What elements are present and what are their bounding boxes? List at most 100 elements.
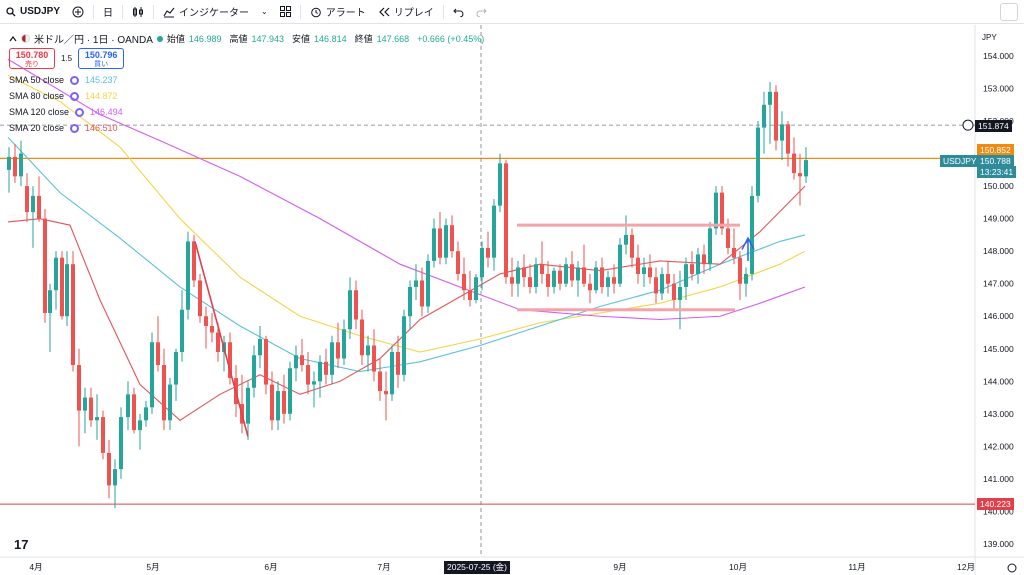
candle bbox=[240, 374, 244, 434]
rewind-icon bbox=[378, 7, 390, 16]
candle bbox=[37, 176, 41, 222]
sma-value: 146.510 bbox=[85, 123, 118, 133]
candle bbox=[600, 257, 604, 294]
sma-legend-item[interactable]: SMA 50 close 145.237 bbox=[9, 72, 488, 88]
close-label: 終値 bbox=[354, 34, 373, 44]
candle-body bbox=[690, 264, 694, 274]
candle-body bbox=[444, 225, 448, 258]
candle bbox=[119, 407, 123, 479]
eye-icon[interactable] bbox=[70, 91, 80, 101]
candle bbox=[354, 280, 358, 330]
undo-button[interactable] bbox=[447, 0, 470, 24]
candle-body bbox=[438, 228, 442, 258]
sma-legend-item[interactable]: SMA 80 close 144.872 bbox=[9, 88, 488, 104]
candle bbox=[107, 439, 111, 499]
candle-body bbox=[528, 277, 532, 287]
candle-body bbox=[336, 342, 340, 359]
candle bbox=[396, 335, 400, 388]
candle bbox=[690, 251, 694, 281]
symbol-search[interactable]: USDJPY bbox=[0, 0, 66, 24]
candle-body bbox=[408, 286, 412, 317]
add-symbol-button[interactable] bbox=[66, 0, 90, 24]
candle bbox=[216, 322, 220, 362]
candle bbox=[534, 257, 538, 294]
candle bbox=[606, 270, 610, 297]
indicators-button[interactable]: インジケーター ⌄ bbox=[157, 0, 274, 24]
interval-button[interactable]: 日 bbox=[97, 0, 119, 24]
toolbar-divider bbox=[153, 4, 155, 19]
candle-body bbox=[264, 339, 268, 385]
sma-legend-list: SMA 50 close 145.237 SMA 80 close 144.87… bbox=[9, 72, 488, 136]
candle bbox=[402, 309, 406, 382]
candle bbox=[558, 264, 562, 291]
buy-button[interactable]: 150.796 買い bbox=[78, 48, 125, 69]
candle bbox=[252, 345, 256, 398]
candle-body bbox=[792, 153, 796, 174]
candle-body bbox=[420, 280, 424, 307]
candle-body bbox=[636, 257, 640, 274]
candle bbox=[174, 348, 178, 401]
replay-button[interactable]: リプレイ bbox=[372, 0, 440, 24]
candle-body bbox=[113, 469, 117, 486]
red-line-tag: 140.223 bbox=[977, 498, 1014, 510]
candle bbox=[414, 264, 418, 300]
price-tick-label: 145.000 bbox=[983, 344, 1014, 354]
sell-button[interactable]: 150.780 売り bbox=[9, 48, 55, 69]
top-toolbar: USDJPY 日 インジケーター ⌄ アラート リプレイ bbox=[0, 0, 1024, 24]
eye-icon[interactable] bbox=[70, 75, 80, 85]
candle-body bbox=[13, 156, 17, 177]
candle-body bbox=[576, 267, 580, 281]
candle bbox=[480, 241, 484, 291]
time-tick-label: 12月 bbox=[957, 562, 975, 572]
candle bbox=[804, 147, 808, 183]
price-tick-label: 153.000 bbox=[983, 84, 1014, 94]
sma-name: SMA 120 close bbox=[9, 107, 70, 117]
candle-body bbox=[642, 267, 646, 274]
candle bbox=[210, 312, 214, 343]
sma-legend-item[interactable]: SMA 20 close 146.510 bbox=[9, 120, 488, 136]
fullscreen-button[interactable] bbox=[1000, 3, 1018, 21]
symbol-tag-text: USDJPY bbox=[943, 156, 977, 166]
candle-body bbox=[546, 273, 550, 287]
sma-legend-item[interactable]: SMA 120 close 146.494 bbox=[9, 104, 488, 120]
settings-gear-icon[interactable] bbox=[1007, 563, 1017, 573]
candle bbox=[588, 273, 592, 304]
price-tick-label: 143.000 bbox=[983, 409, 1014, 419]
candle bbox=[246, 381, 250, 440]
trend-line[interactable] bbox=[194, 241, 249, 437]
eye-icon[interactable] bbox=[70, 123, 80, 133]
candle bbox=[762, 91, 766, 154]
chart-type-button[interactable] bbox=[126, 0, 150, 24]
candle-body bbox=[77, 365, 81, 411]
alert-button[interactable]: アラート bbox=[304, 0, 372, 24]
eye-icon[interactable] bbox=[75, 107, 85, 117]
candle bbox=[264, 335, 268, 395]
redo-icon bbox=[476, 8, 487, 17]
red-line-price: 140.223 bbox=[980, 499, 1011, 509]
candle bbox=[618, 238, 622, 287]
candle bbox=[390, 345, 394, 401]
candle bbox=[444, 218, 448, 265]
low-label: 安値 bbox=[292, 34, 311, 44]
candle bbox=[276, 381, 280, 431]
candle-body bbox=[306, 365, 310, 385]
candle-body bbox=[54, 257, 58, 291]
sell-price: 150.780 bbox=[15, 50, 49, 60]
legend-symbol-title: 米ドル／円 · 1日 · OANDA bbox=[34, 35, 153, 46]
redo-button[interactable] bbox=[470, 0, 493, 24]
price-tick-label: 148.000 bbox=[983, 246, 1014, 256]
candle-body bbox=[48, 290, 52, 313]
time-tick-label: 6月 bbox=[264, 562, 277, 572]
toolbar-divider bbox=[93, 4, 95, 19]
countdown-tag: 13:23:41 bbox=[977, 166, 1017, 178]
legend-title-row: 米ドル／円 · 1日 · OANDA 始値 146.989 高値 147.943 安… bbox=[9, 32, 488, 46]
candle bbox=[83, 387, 87, 434]
toolbar-divider bbox=[122, 4, 124, 19]
high-value: 147.943 bbox=[251, 33, 285, 44]
add-alert-plus-icon[interactable] bbox=[962, 119, 974, 131]
candle-body bbox=[378, 371, 382, 392]
candle bbox=[156, 316, 160, 372]
layouts-button[interactable] bbox=[274, 0, 297, 24]
chevron-up-icon[interactable] bbox=[9, 35, 17, 43]
time-tick-label: 9月 bbox=[613, 562, 626, 572]
